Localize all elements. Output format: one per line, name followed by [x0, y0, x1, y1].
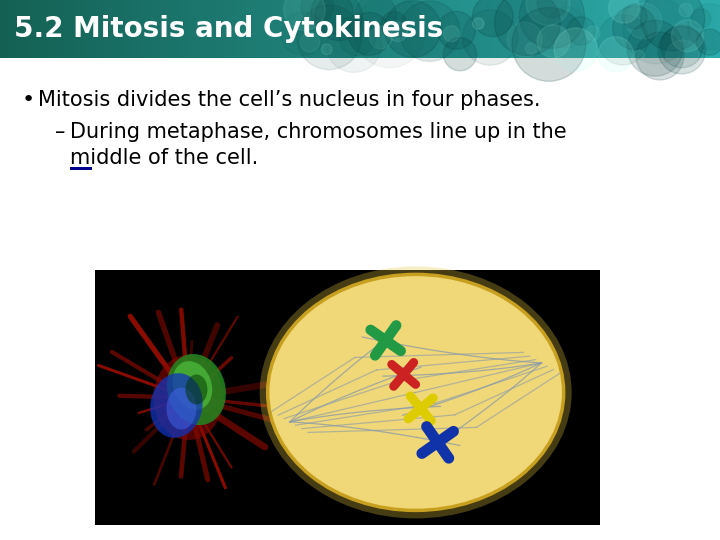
Circle shape	[598, 15, 648, 65]
Circle shape	[613, 6, 657, 50]
FancyBboxPatch shape	[274, 404, 296, 423]
Circle shape	[679, 3, 693, 17]
Circle shape	[658, 26, 706, 74]
Circle shape	[297, 5, 361, 70]
Circle shape	[462, 10, 518, 65]
Bar	[0, 58, 720, 540]
Text: –: –	[55, 122, 66, 142]
FancyBboxPatch shape	[536, 361, 557, 380]
Circle shape	[400, 1, 460, 62]
Ellipse shape	[167, 354, 226, 425]
Ellipse shape	[150, 373, 202, 438]
Circle shape	[672, 20, 703, 52]
Ellipse shape	[186, 375, 207, 404]
Bar	[70, 167, 92, 170]
Circle shape	[321, 44, 332, 55]
Text: middle of the cell.: middle of the cell.	[70, 148, 258, 168]
Circle shape	[355, 0, 397, 36]
Circle shape	[300, 32, 320, 52]
Circle shape	[340, 21, 375, 56]
Circle shape	[661, 25, 703, 68]
Circle shape	[369, 26, 392, 49]
Circle shape	[688, 4, 720, 50]
Circle shape	[438, 11, 475, 49]
Circle shape	[384, 1, 441, 57]
Circle shape	[472, 18, 484, 29]
Circle shape	[444, 38, 477, 71]
Circle shape	[526, 0, 570, 25]
Ellipse shape	[268, 274, 564, 510]
Circle shape	[623, 0, 690, 64]
Circle shape	[636, 32, 684, 80]
Circle shape	[381, 11, 408, 38]
Circle shape	[526, 43, 536, 54]
Circle shape	[666, 40, 699, 73]
Circle shape	[348, 12, 391, 56]
Circle shape	[622, 4, 647, 29]
Text: •: •	[22, 90, 35, 110]
Circle shape	[641, 0, 705, 51]
Circle shape	[696, 29, 720, 55]
Circle shape	[444, 26, 459, 42]
Circle shape	[519, 0, 585, 49]
Text: Mitosis divides the cell’s nucleus in four phases.: Mitosis divides the cell’s nucleus in fo…	[38, 90, 541, 110]
FancyBboxPatch shape	[274, 424, 296, 443]
Circle shape	[388, 22, 408, 42]
Circle shape	[326, 17, 382, 72]
Circle shape	[472, 0, 513, 37]
Circle shape	[507, 22, 542, 57]
Circle shape	[634, 50, 644, 60]
Text: During metaphase, chromosomes line up in the: During metaphase, chromosomes line up in…	[70, 122, 567, 142]
Circle shape	[301, 0, 333, 24]
Text: 5.2 Mitosis and Cytokinesis: 5.2 Mitosis and Cytokinesis	[14, 15, 444, 43]
Circle shape	[627, 21, 683, 76]
Ellipse shape	[153, 355, 223, 440]
Circle shape	[537, 0, 567, 18]
Circle shape	[537, 25, 570, 58]
Circle shape	[608, 0, 639, 23]
Ellipse shape	[173, 361, 212, 410]
Circle shape	[512, 8, 586, 82]
Circle shape	[626, 3, 662, 39]
Ellipse shape	[166, 388, 197, 429]
FancyBboxPatch shape	[536, 341, 557, 360]
Circle shape	[284, 0, 325, 31]
Circle shape	[692, 9, 711, 28]
Bar	[95, 270, 600, 525]
Circle shape	[311, 0, 354, 34]
Circle shape	[567, 17, 595, 45]
Circle shape	[598, 37, 634, 72]
Circle shape	[315, 0, 362, 40]
Ellipse shape	[260, 266, 572, 518]
Circle shape	[554, 28, 598, 71]
Circle shape	[495, 0, 560, 56]
Circle shape	[585, 26, 600, 40]
